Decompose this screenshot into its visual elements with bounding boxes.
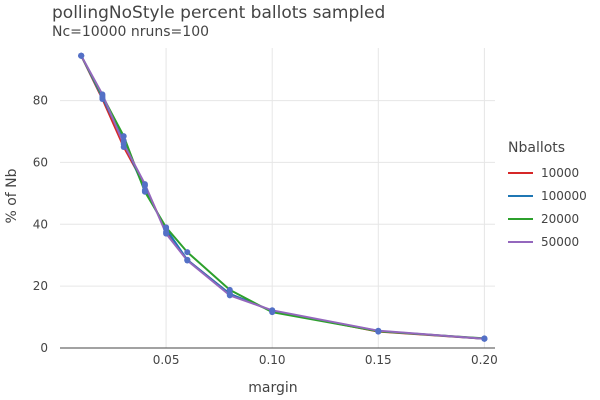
x-ticks: 0.05 0.10 0.15 0.20 bbox=[153, 353, 498, 367]
data-point-50000 bbox=[375, 327, 382, 334]
legend-item-10000[interactable]: 10000 bbox=[508, 166, 579, 180]
y-axis-label: % of Nb bbox=[4, 168, 20, 223]
data-point-20000 bbox=[184, 249, 191, 256]
grid bbox=[60, 48, 495, 349]
series-line-100000 bbox=[80, 55, 485, 340]
data-point-50000 bbox=[481, 335, 488, 342]
series-line-50000 bbox=[80, 55, 485, 340]
x-tick-label: 0.15 bbox=[365, 353, 392, 367]
legend-title: Nballots bbox=[508, 140, 565, 156]
x-tick-label: 0.20 bbox=[471, 353, 498, 367]
data-point-50000 bbox=[226, 292, 233, 299]
legend-label: 10000 bbox=[541, 166, 579, 180]
chart-title: pollingNoStyle percent ballots sampled bbox=[52, 3, 385, 23]
legend-label: 50000 bbox=[541, 235, 579, 249]
x-tick-label: 0.05 bbox=[153, 353, 180, 367]
data-point-50000 bbox=[141, 181, 148, 188]
y-tick-label: 40 bbox=[33, 217, 48, 231]
data-point-50000 bbox=[184, 257, 191, 264]
chart-subtitle: Nc=10000 nruns=100 bbox=[52, 24, 209, 40]
data-point-50000 bbox=[120, 140, 127, 147]
x-axis-label: margin bbox=[248, 380, 297, 396]
data-point-20000 bbox=[141, 188, 148, 195]
x-tick-label: 0.10 bbox=[259, 353, 286, 367]
legend[interactable]: Nballots 10000 100000 20000 50000 bbox=[508, 140, 587, 249]
markers bbox=[78, 52, 488, 342]
y-tick-label: 20 bbox=[33, 279, 48, 293]
data-point-50000 bbox=[163, 230, 170, 237]
y-tick-label: 0 bbox=[40, 341, 48, 355]
y-tick-label: 80 bbox=[33, 94, 48, 108]
series-line-10000 bbox=[80, 55, 485, 340]
legend-item-100000[interactable]: 100000 bbox=[508, 189, 587, 203]
data-point-20000 bbox=[226, 286, 233, 293]
legend-label: 100000 bbox=[541, 189, 587, 203]
legend-item-50000[interactable]: 50000 bbox=[508, 235, 579, 249]
legend-label: 20000 bbox=[541, 212, 579, 226]
legend-item-20000[interactable]: 20000 bbox=[508, 212, 579, 226]
data-point-50000 bbox=[99, 91, 106, 98]
series bbox=[80, 55, 485, 340]
data-point-50000 bbox=[78, 52, 85, 59]
data-point-50000 bbox=[269, 307, 276, 314]
series-line-20000 bbox=[80, 55, 485, 340]
data-point-20000 bbox=[120, 133, 127, 140]
legend-items[interactable]: 10000 100000 20000 50000 bbox=[508, 166, 587, 249]
data-point-20000 bbox=[163, 224, 170, 231]
y-tick-label: 60 bbox=[33, 155, 48, 169]
y-ticks: 0 20 40 60 80 bbox=[33, 94, 48, 355]
